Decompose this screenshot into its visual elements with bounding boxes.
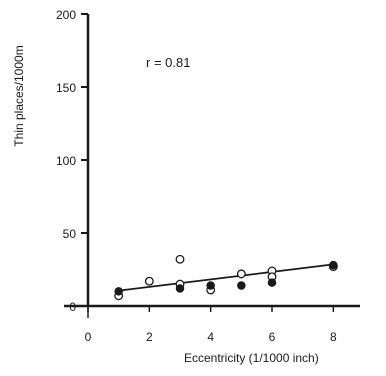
x-tick-label: 0	[85, 330, 92, 344]
trendline	[118, 263, 334, 292]
x-tick-label: 2	[146, 330, 153, 344]
x-tick-label: 8	[330, 330, 337, 344]
y-tick-label: 100	[56, 154, 76, 168]
data-point-filled	[329, 260, 338, 270]
x-axis-label: Eccentricity (1/1000 inch)	[184, 351, 319, 365]
y-axis-label: Thin places/1000m	[12, 45, 26, 146]
y-tick-label: 150	[56, 81, 76, 95]
y-tick-label: 200	[56, 8, 76, 22]
x-tick-label: 6	[269, 330, 276, 344]
data-point-filled	[206, 281, 215, 290]
data-point-open	[236, 269, 246, 279]
y-tick-label: 50	[63, 227, 77, 241]
data-point-filled	[114, 287, 123, 296]
axes	[64, 14, 360, 318]
correlation-annotation: r = 0.81	[146, 55, 190, 70]
x-tick-label: 4	[207, 330, 214, 344]
data-points	[114, 254, 338, 301]
y-tick-label: 0	[69, 300, 76, 314]
data-point-filled	[267, 278, 277, 287]
data-point-open	[175, 254, 185, 264]
data-point-open	[144, 276, 154, 286]
y-tick-group: 0 50 100 150 200	[56, 8, 88, 314]
data-point-filled	[175, 284, 185, 293]
data-point-filled	[237, 281, 246, 290]
x-tick-group: 0 2 4 6 8	[85, 306, 337, 344]
